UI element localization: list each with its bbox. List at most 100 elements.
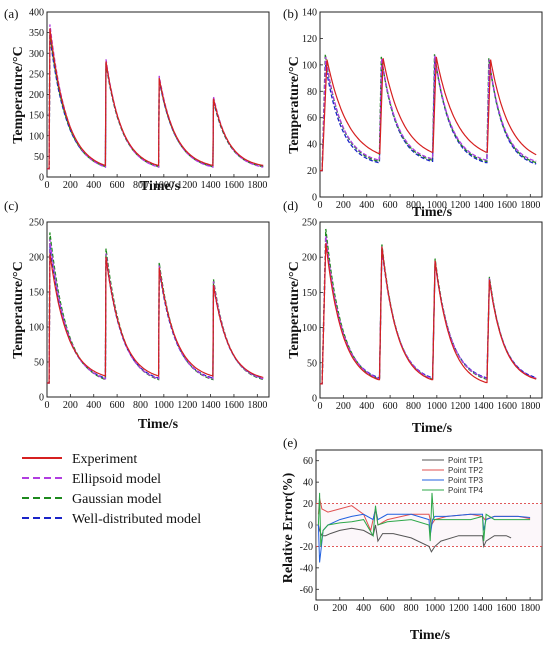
legend-label: Point TP4 [448,486,484,495]
x-tick-label: 800 [406,401,421,412]
series-line-ellipsoid-model [320,236,537,385]
y-tick-label: 40 [307,140,317,151]
x-tick-label: 1600 [224,400,244,411]
y-axis-label: Temperature/°C [11,261,26,358]
series-line-ellipsoid-model [320,55,537,172]
x-tick-label: 600 [110,180,125,191]
series-group [320,54,537,172]
panel-3: 0 200 400 600 800 1000 1200 1400 1600 18000501001… [283,198,543,436]
x-tick-label: 1200 [450,401,470,412]
panel-4: 0 200 400 600 800 1000 1200 1400 1600 1800-60-40-… [281,435,543,643]
series-line-gaussian-model [47,32,264,170]
y-tick-label: 20 [307,166,317,177]
y-axis-label: Temperature/°C [11,46,26,143]
y-tick-label: 0 [308,521,313,532]
y-tick-label: 50 [34,152,44,163]
x-tick-label: 400 [359,200,374,211]
series-group [47,232,264,384]
y-tick-label: 50 [34,358,44,369]
x-tick-label: 1800 [247,400,267,411]
x-axis-label: Time/s [412,421,453,436]
x-tick-label: 1800 [247,180,267,191]
y-axis-label: Relative Error(%) [281,472,296,583]
x-tick-label: 800 [406,200,421,211]
x-tick-label: 400 [356,603,371,614]
x-tick-label: 1800 [520,603,540,614]
y-tick-label: 100 [302,323,317,334]
x-tick-label: 800 [133,400,148,411]
series-group [320,228,537,385]
x-tick-label: 1000 [427,200,447,211]
y-tick-label: -60 [300,585,313,596]
y-tick-label: 150 [29,111,44,122]
x-tick-label: 600 [383,401,398,412]
x-tick-label: 1000 [154,400,174,411]
x-tick-label: 1200 [449,603,469,614]
x-tick-label: 1400 [473,603,493,614]
y-tick-label: 60 [307,113,317,124]
y-axis-label: Temperature/°C [287,56,302,153]
legend-label: Well-distributed model [72,512,201,527]
series-line-point-tp1 [317,524,512,553]
y-tick-label: 120 [302,34,317,45]
main-legend: Experiment Ellipsoid model Gaussian model W… [22,452,201,527]
panel-1: 0 200 400 600 800 1000 1200 1400 1600 1800 0 20 40 60… [283,6,543,220]
series-line-well-distributed-model [47,246,264,384]
legend-label: Point TP2 [448,466,484,475]
y-tick-label: 200 [29,253,44,264]
y-tick-label: 0 [39,173,44,184]
y-axis-label: Temperature/°C [287,261,302,358]
plot-frame [319,221,543,399]
series-line-experiment [320,243,537,385]
x-axis-label: Time/s [138,417,179,432]
series-line-point-tp4 [317,492,531,547]
y-tick-label: 0 [312,193,317,204]
y-tick-label: 0 [312,394,317,405]
x-tick-label: 400 [359,401,374,412]
y-tick-label: 80 [307,87,317,98]
panel-2: 0 200 400 600 800 1000 1200 1400 1600 1800 0 50 100 1… [4,198,270,432]
x-tick-label: 1200 [450,200,470,211]
x-tick-label: 1400 [474,200,494,211]
y-tick-label: 50 [307,358,317,369]
y-tick-label: -20 [300,542,313,553]
legend-label: Point TP1 [448,456,484,465]
x-tick-label: 200 [336,200,351,211]
x-tick-label: 1400 [201,400,221,411]
y-tick-label: 300 [29,49,44,60]
series-group [47,24,264,170]
x-tick-label: 1400 [474,401,494,412]
y-tick-label: 150 [29,288,44,299]
x-tick-label: 400 [86,400,101,411]
x-tick-label: 1200 [177,180,197,191]
y-tick-label: 100 [302,60,317,71]
y-tick-label: 250 [302,218,317,229]
series-line-experiment [47,28,264,170]
y-tick-label: 200 [29,90,44,101]
x-tick-label: 1600 [497,401,517,412]
series-line-well-distributed-model [320,239,537,385]
x-tick-label: 600 [383,200,398,211]
y-tick-label: 60 [303,456,313,467]
series-line-ellipsoid-model [47,239,264,384]
x-tick-label: 1600 [224,180,244,191]
x-axis-label: Time/s [412,205,453,220]
x-tick-label: 1600 [496,603,516,614]
x-axis-label: Time/s [410,628,451,643]
y-tick-label: 400 [29,8,44,19]
panel-tag: (c) [4,198,18,213]
panel-tag: (b) [283,6,298,21]
series-line-gaussian-model [320,228,537,385]
x-tick-label: 0 [45,180,50,191]
panel-tag: (e) [283,435,297,450]
series-line-well-distributed-model [47,36,264,170]
x-tick-label: 200 [336,401,351,412]
x-tick-label: 600 [380,603,395,614]
x-tick-label: 800 [404,603,419,614]
y-tick-label: 40 [303,478,313,489]
x-tick-label: 0 [314,603,319,614]
legend-label: Gaussian model [72,492,162,507]
legend-label: Point TP3 [448,476,484,485]
x-tick-label: 1600 [497,200,517,211]
